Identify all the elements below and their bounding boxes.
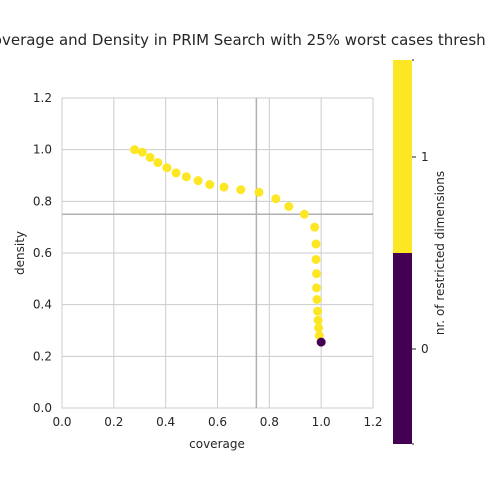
data-point [130, 145, 140, 155]
x-axis-label: coverage [189, 437, 245, 451]
y-tick-labels: 0.0 0.2 0.4 0.6 0.8 1.0 1.2 [33, 91, 52, 415]
x-tick-label: 0.2 [104, 415, 123, 429]
data-point [171, 168, 181, 178]
data-point [284, 202, 294, 211]
colorbar-segment-0 [393, 253, 412, 444]
data-point [313, 315, 323, 325]
colorbar-tick-label-1: 1 [421, 150, 429, 164]
y-tick-label: 1.0 [33, 143, 52, 157]
x-tick-label: 0.8 [260, 415, 279, 429]
y-tick-label: 0.0 [33, 401, 52, 415]
y-tick-label: 0.8 [33, 194, 52, 208]
data-point [236, 185, 246, 195]
y-tick-label: 0.2 [33, 349, 52, 363]
plot-frame [61, 97, 374, 409]
data-point [313, 306, 323, 316]
data-point [145, 152, 155, 162]
data-point [312, 269, 322, 279]
scatter-points [130, 145, 326, 347]
y-tick-label: 0.4 [33, 298, 52, 312]
data-point [254, 187, 264, 197]
x-tick-label: 0.4 [156, 415, 175, 429]
x-tick-label: 0.6 [208, 415, 227, 429]
colorbar-label: nr. of restricted dimensions [433, 171, 447, 335]
data-point [299, 209, 309, 219]
data-point [271, 194, 281, 204]
colorbar-segment-1 [393, 60, 412, 253]
y-tick-label: 1.2 [33, 91, 52, 105]
plot-area: 0.0 0.2 0.4 0.6 0.8 1.0 1.2 0.0 0.2 0.4 0.6 0.8 1.0… [33, 91, 383, 429]
data-point [311, 239, 321, 249]
data-point [193, 176, 203, 186]
chart-title: Coverage and Density in PRIM Search with… [0, 31, 486, 49]
data-point [137, 147, 147, 157]
data-point [312, 283, 322, 293]
data-point [219, 182, 229, 192]
x-tick-label: 1.0 [312, 415, 331, 429]
data-point [316, 337, 326, 347]
y-tick-label: 0.6 [33, 246, 52, 260]
data-point [311, 254, 321, 264]
x-tick-label: 1.2 [363, 415, 382, 429]
data-point [205, 180, 215, 190]
data-point [181, 172, 191, 182]
reference-lines [62, 98, 373, 408]
data-point [314, 323, 324, 333]
data-point [310, 222, 320, 232]
data-point [162, 163, 172, 173]
colorbar-tick-label-0: 0 [421, 342, 429, 356]
x-tick-label: 0.0 [52, 415, 71, 429]
y-axis-label: density [13, 231, 27, 275]
data-point [312, 295, 322, 304]
x-tick-labels: 0.0 0.2 0.4 0.6 0.8 1.0 1.2 [52, 415, 382, 429]
colorbar: 1 0 nr. of restricted dimensions [393, 59, 447, 445]
data-point [153, 158, 163, 168]
